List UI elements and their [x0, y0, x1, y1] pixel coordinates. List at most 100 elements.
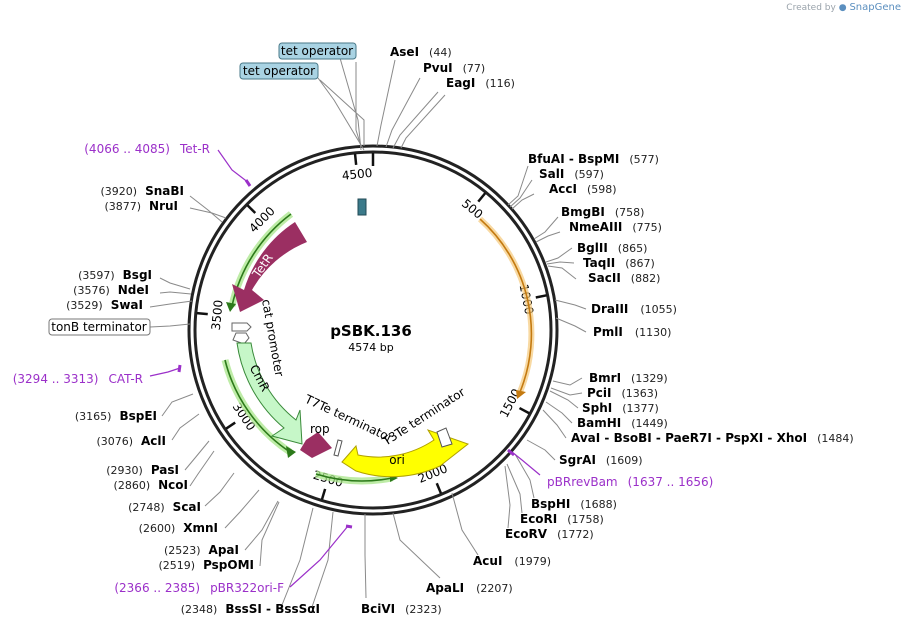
svg-text:BglII(865): BglII (865)	[577, 241, 647, 255]
enzyme-pmli: PmlI	[593, 325, 623, 339]
boxed-labels: tet operator tet operator tonB terminato…	[48, 42, 357, 336]
tick-mark-2500	[320, 488, 327, 500]
enzyme-pasi: PasI	[151, 463, 179, 477]
plasmid-name: pSBK.136	[330, 322, 412, 340]
callout-lines	[149, 57, 587, 611]
enzyme-bspei: BspEI	[119, 409, 157, 423]
rop-feature	[300, 432, 332, 458]
svg-text:pBRrevBam(1637 .. 1656): pBRrevBam (1637 .. 1656)	[547, 475, 713, 489]
enzyme-xhoi: XhoI	[777, 431, 808, 445]
svg-text:(2860)NcoI: (2860) NcoI	[114, 478, 188, 492]
enzyme-sgrai: SgrAI	[559, 453, 596, 467]
enzyme-apai: ApaI	[209, 543, 239, 557]
svg-text:BspHI(1688): BspHI (1688)	[531, 497, 617, 511]
enzyme-taqii: TaqII	[583, 256, 615, 270]
svg-text:AseI(44): AseI (44)	[390, 45, 452, 59]
enzyme-ndei: NdeI	[118, 283, 149, 297]
enzyme-eagi: EagI	[446, 76, 475, 90]
enzyme-bcivi: BciVI	[361, 602, 395, 616]
svg-text:TaqII(867): TaqII (867)	[583, 256, 655, 270]
tick-label-4500: 4500	[341, 166, 373, 183]
tetr-feature	[232, 222, 307, 312]
enzyme-sali: SalI	[539, 167, 564, 181]
primer-marks	[149, 149, 541, 588]
svg-text:AcuI(1979): AcuI (1979)	[473, 554, 551, 568]
enzyme-nrui: NruI	[149, 199, 178, 213]
enzyme-labels-left: (3920) SnaBI (3877) NruI (3597) BsgI (3576)…	[66, 184, 320, 616]
enzyme-bglii: BglII	[577, 241, 608, 255]
svg-text:(2600)XmnI: (2600) XmnI	[139, 521, 218, 535]
svg-text:(2523)ApaI: (2523) ApaI	[164, 543, 239, 557]
primer-pbr322ori-f: pBR322ori-F	[210, 581, 284, 595]
primer-labels: (4066 .. 4085) Tet-R (3294 .. 3313) CAT-R …	[13, 142, 714, 595]
svg-text:PciI(1363): PciI (1363)	[587, 386, 658, 400]
enzyme-bsssai: BssSαI	[275, 602, 320, 616]
svg-text:PvuI(77): PvuI (77)	[423, 61, 485, 75]
enzyme-draiii: DraIII	[591, 302, 628, 316]
svg-text:SphI(1377): SphI (1377)	[582, 401, 659, 415]
svg-text:ApaLI(2207): ApaLI (2207)	[426, 581, 513, 595]
enzyme-ecorv: EcoRV	[505, 527, 548, 541]
enzyme-pspxi: PspXI	[725, 431, 763, 445]
cat-promoter-feature	[231, 322, 252, 332]
enzyme-apali: ApaLI	[426, 581, 464, 595]
primer-cat-r: CAT-R	[108, 372, 143, 386]
cmr-feature	[236, 342, 303, 445]
svg-text:AvaI - BsoBI - PaeR7I - PspXI: AvaI - BsoBI - PaeR7I - PspXI - XhoI (148…	[571, 431, 854, 445]
enzyme-nmeaiii: NmeAIII	[569, 220, 622, 234]
svg-text:(3294 .. 3313)CAT-R: (3294 .. 3313) CAT-R	[13, 372, 143, 386]
cat-promoter-label: cat promoter	[259, 298, 286, 377]
enzyme-pvui: PvuI	[423, 61, 453, 75]
svg-text:(3165)BspEI: (3165) BspEI	[75, 409, 157, 423]
plasmid-backbone	[187, 144, 559, 516]
credit-prefix: Created by	[786, 3, 836, 13]
svg-text:SalI(597): SalI (597)	[539, 167, 604, 181]
svg-text:(4066 .. 4085)Tet-R: (4066 .. 4085) Tet-R	[84, 142, 210, 156]
enzyme-labels-right: AseI (44) PvuI (77) EagI (116) BfuAI - BspM…	[361, 45, 854, 616]
svg-text:BciVI(2323): BciVI (2323)	[361, 602, 442, 616]
enzyme-bsphi: BspHI	[531, 497, 570, 511]
plasmid-size: 4574 bp	[348, 341, 393, 354]
tick-mark-500	[477, 192, 487, 203]
svg-text:SgrAI(1609): SgrAI (1609)	[559, 453, 642, 467]
enzyme-bsgi: BsgI	[123, 268, 152, 282]
enzyme-acli: AclI	[141, 434, 166, 448]
svg-text:EcoRI(1758): EcoRI (1758)	[520, 512, 604, 526]
svg-text:(2748)ScaI: (2748) ScaI	[128, 500, 201, 514]
svg-text:(3576)NdeI: (3576) NdeI	[73, 283, 149, 297]
tick-mark-4500	[353, 153, 358, 165]
tick-label-3500: 3500	[209, 299, 226, 331]
svg-text:(2519)PspOMI: (2519) PspOMI	[158, 558, 254, 572]
enzyme-ecori: EcoRI	[520, 512, 557, 526]
primer-tet-r: Tet-R	[179, 142, 210, 156]
svg-text:(2930)PasI: (2930) PasI	[106, 463, 179, 477]
tet-operator-box-2: tet operator	[243, 64, 315, 78]
snapgene-logo-icon: ●	[838, 3, 847, 13]
enzyme-ncoi: NcoI	[158, 478, 188, 492]
svg-text:EagI(116): EagI (116)	[446, 76, 515, 90]
tet-operator-box-1: tet operator	[281, 44, 353, 58]
ori-label: ori	[389, 453, 405, 467]
enzyme-bmri: BmrI	[589, 371, 621, 385]
primer-pbrrevbam: pBRrevBam	[547, 475, 618, 489]
enzyme-pspomi: PspOMI	[203, 558, 254, 572]
enzyme-avai: AvaI	[571, 431, 600, 445]
svg-text:(2366 .. 2385)pBR322ori-F: (2366 .. 2385) pBR322ori-F	[114, 581, 284, 595]
tick-mark-3500	[196, 311, 208, 316]
enzyme-paer7i: PaeR7I	[665, 431, 712, 445]
enzyme-bmgbi: BmgBI	[561, 205, 605, 219]
rop-label: rop	[310, 422, 330, 436]
enzyme-sphi: SphI	[582, 401, 612, 415]
enzyme-bfuai: BfuAI	[528, 152, 565, 166]
enzyme-bsobi: BsoBI	[614, 431, 652, 445]
tick-mark-2000	[435, 482, 443, 494]
enzyme-sacii: SacII	[588, 271, 621, 285]
svg-text:(2348)BssSI - BssSαI: (2348) BssSI - BssSαI	[181, 602, 320, 616]
svg-text:BamHI(1449): BamHI (1449)	[577, 416, 668, 430]
enzyme-acci: AccI	[549, 182, 577, 196]
enzyme-bsssi: BssSI	[225, 602, 262, 616]
tonb-terminator-box: tonB terminator	[51, 320, 147, 334]
tick-mark-1500	[518, 406, 530, 415]
ori-feature	[341, 429, 470, 478]
